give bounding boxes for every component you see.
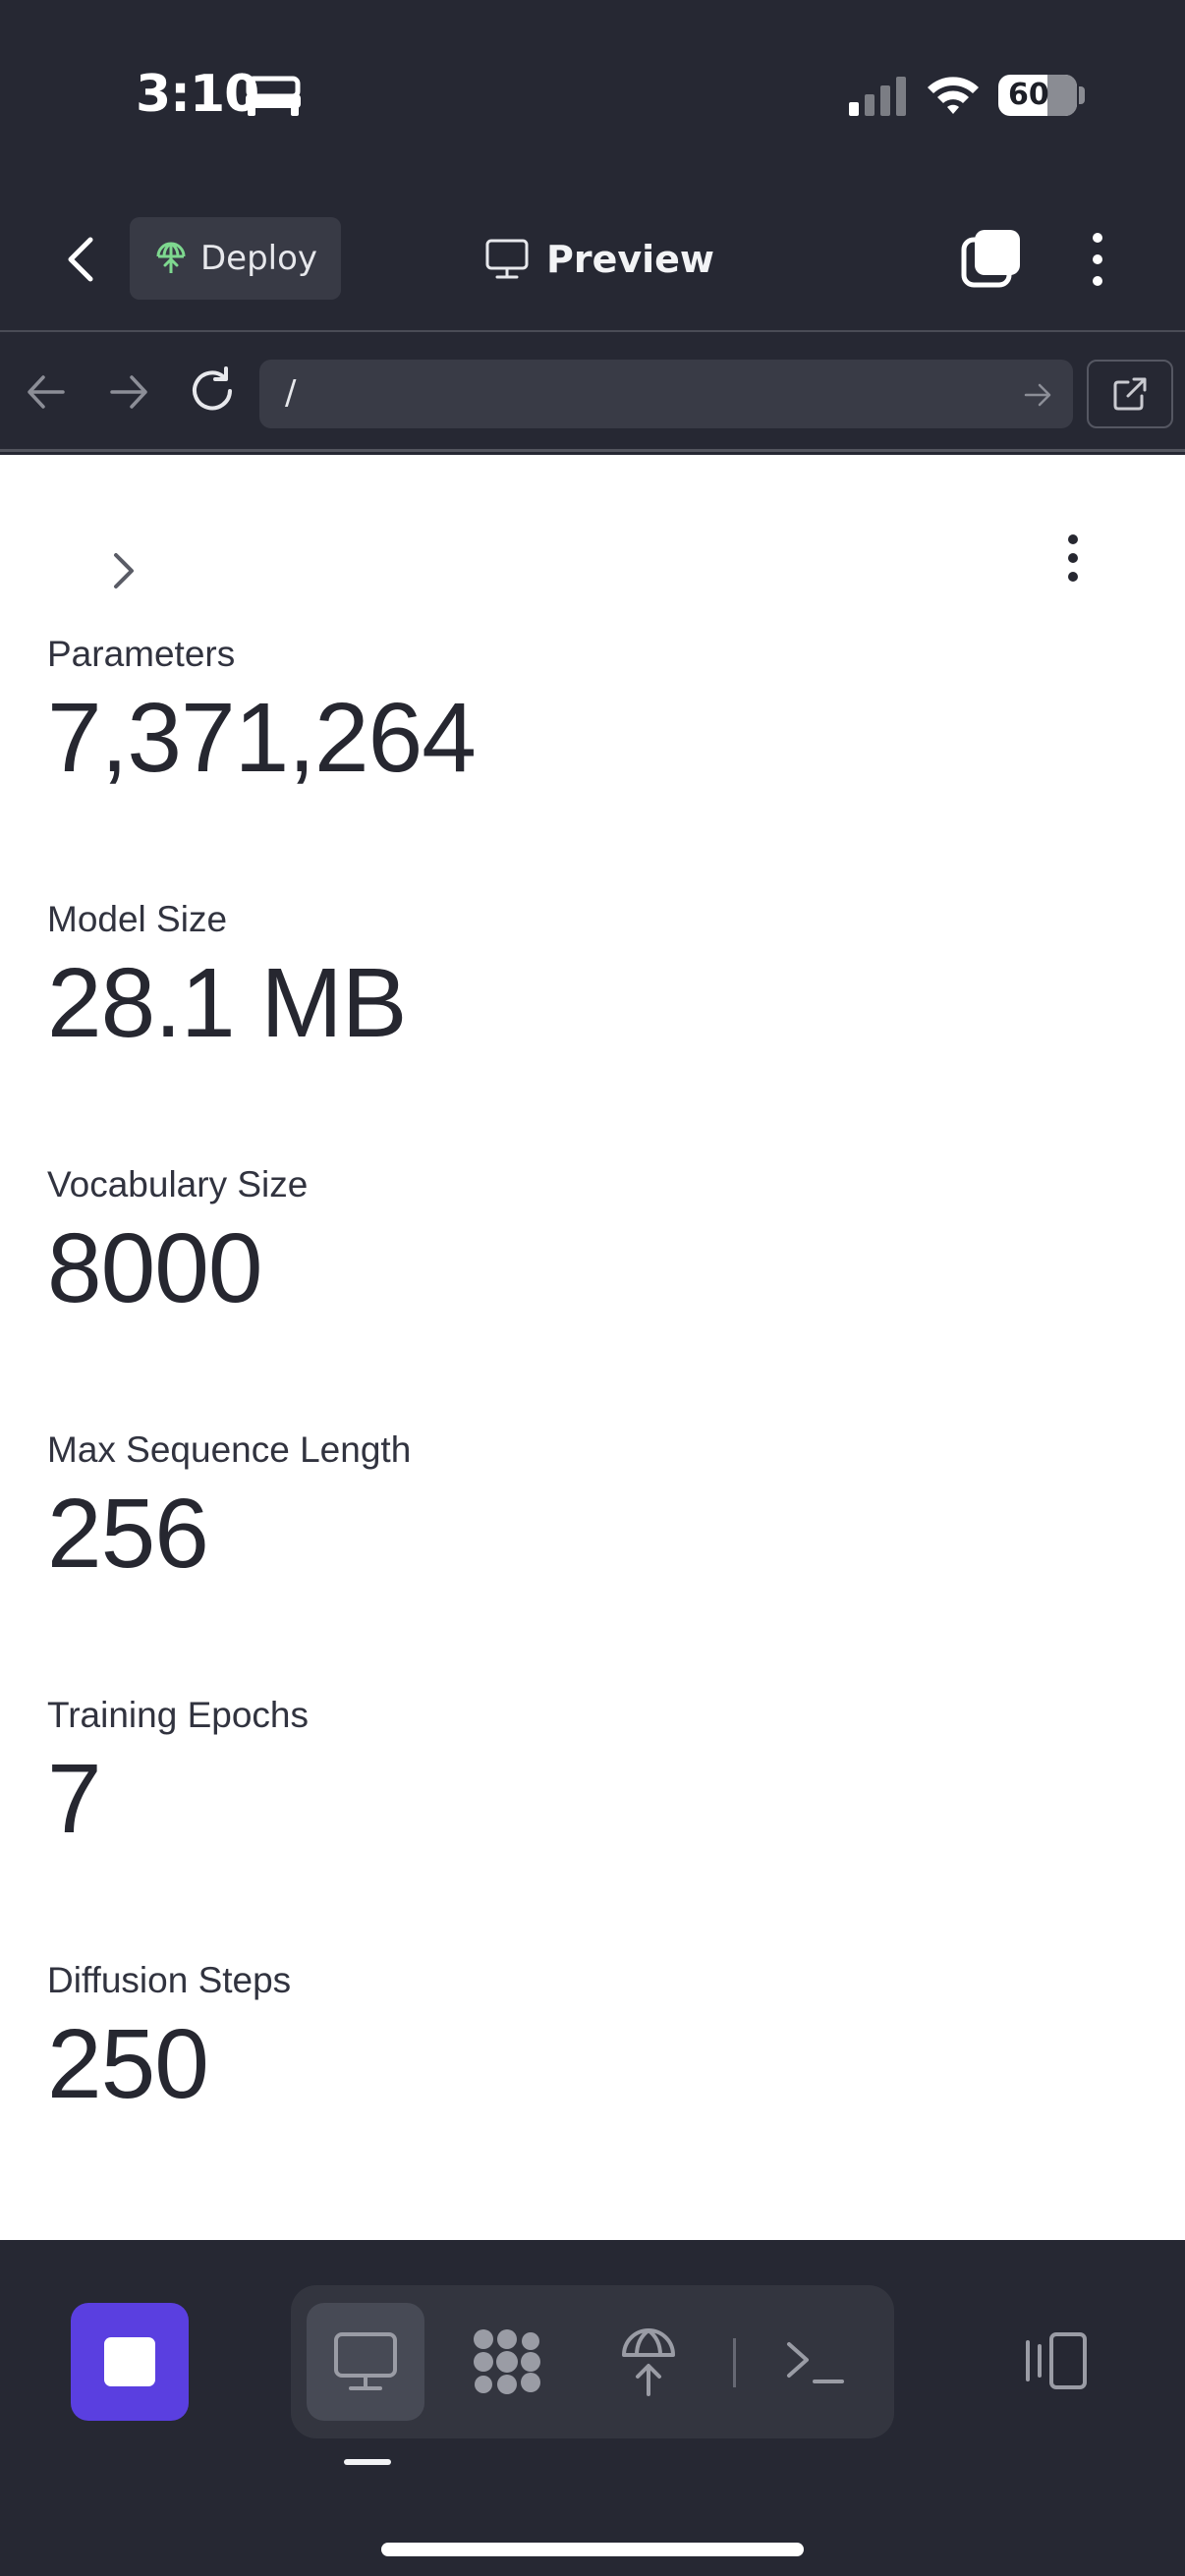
- preview-label: Preview: [546, 238, 715, 281]
- deploy-icon: [622, 2328, 675, 2396]
- bed-icon: [246, 76, 301, 116]
- tool-group: [291, 2285, 894, 2438]
- metric-diffusion-steps: Diffusion Steps 250: [47, 1960, 291, 2116]
- external-link-icon: [1113, 377, 1147, 411]
- metric-label: Model Size: [47, 899, 228, 939]
- battery-icon: 60: [998, 75, 1077, 116]
- metric-max-sequence-length: Max Sequence Length 256: [47, 1429, 411, 1586]
- home-indicator[interactable]: [381, 2543, 804, 2556]
- stop-icon: [104, 2337, 155, 2386]
- metric-parameters: Parameters 7,371,264: [47, 634, 477, 793]
- deploy-button[interactable]: Deploy: [130, 217, 341, 300]
- signal-icon: [849, 77, 906, 116]
- metric-label: Vocabulary Size: [47, 1164, 309, 1204]
- more-vertical-icon[interactable]: [1081, 230, 1114, 289]
- metric-value: 8000: [47, 1213, 262, 1323]
- metric-value: 256: [47, 1479, 209, 1589]
- tool-divider: [733, 2338, 736, 2387]
- layout-toggle-icon[interactable]: [1020, 2330, 1089, 2391]
- status-bar: 3:10 60: [0, 0, 1185, 187]
- metric-value: 7: [47, 1744, 102, 1854]
- arrow-left-icon[interactable]: [24, 369, 69, 415]
- tool-deploy-button[interactable]: [590, 2303, 707, 2421]
- metric-label: Max Sequence Length: [47, 1429, 412, 1470]
- metric-label: Training Epochs: [47, 1695, 309, 1735]
- deploy-label: Deploy: [200, 239, 318, 278]
- terminal-icon: [787, 2342, 844, 2383]
- open-external-button[interactable]: [1087, 360, 1173, 428]
- bottom-toolbar: [0, 2240, 1185, 2576]
- packages-icon: [474, 2329, 540, 2394]
- tabs-icon[interactable]: [961, 228, 1022, 289]
- battery-nub: [1079, 86, 1085, 104]
- tool-terminal-button[interactable]: [757, 2303, 875, 2421]
- battery-level: 60: [1008, 78, 1049, 112]
- app-header: Deploy Preview: [0, 187, 1185, 332]
- metric-value: 28.1 MB: [47, 948, 407, 1058]
- metric-model-size: Model Size 28.1 MB: [47, 899, 407, 1058]
- metric-value: 7,371,264: [47, 683, 477, 793]
- active-tab-indicator: [344, 2459, 391, 2465]
- status-time: 3:10: [136, 65, 259, 124]
- stop-button[interactable]: [71, 2303, 189, 2421]
- metric-vocabulary-size: Vocabulary Size 8000: [47, 1164, 308, 1320]
- arrow-right-icon[interactable]: [106, 369, 151, 415]
- metric-label: Diffusion Steps: [47, 1960, 292, 2000]
- arrow-right-icon[interactable]: [1022, 379, 1053, 411]
- metric-label: Parameters: [47, 634, 236, 674]
- metric-value: 250: [47, 2009, 209, 2119]
- url-input[interactable]: /: [259, 360, 1073, 428]
- reload-icon[interactable]: [187, 365, 238, 417]
- metric-training-epochs: Training Epochs 7: [47, 1695, 309, 1851]
- chevron-right-icon[interactable]: [102, 549, 145, 592]
- deploy-icon: [156, 242, 186, 273]
- wifi-icon: [928, 77, 979, 114]
- more-vertical-icon[interactable]: [1059, 533, 1087, 583]
- chevron-left-icon[interactable]: [55, 232, 110, 287]
- tool-preview-button[interactable]: [307, 2303, 424, 2421]
- tool-packages-button[interactable]: [448, 2303, 566, 2421]
- url-text: /: [285, 373, 297, 413]
- monitor-icon: [485, 239, 529, 279]
- monitor-icon: [334, 2332, 397, 2390]
- page-content: Parameters 7,371,264 Model Size 28.1 MB …: [0, 455, 1185, 2240]
- preview-title: Preview: [485, 230, 714, 289]
- url-bar: /: [0, 334, 1185, 452]
